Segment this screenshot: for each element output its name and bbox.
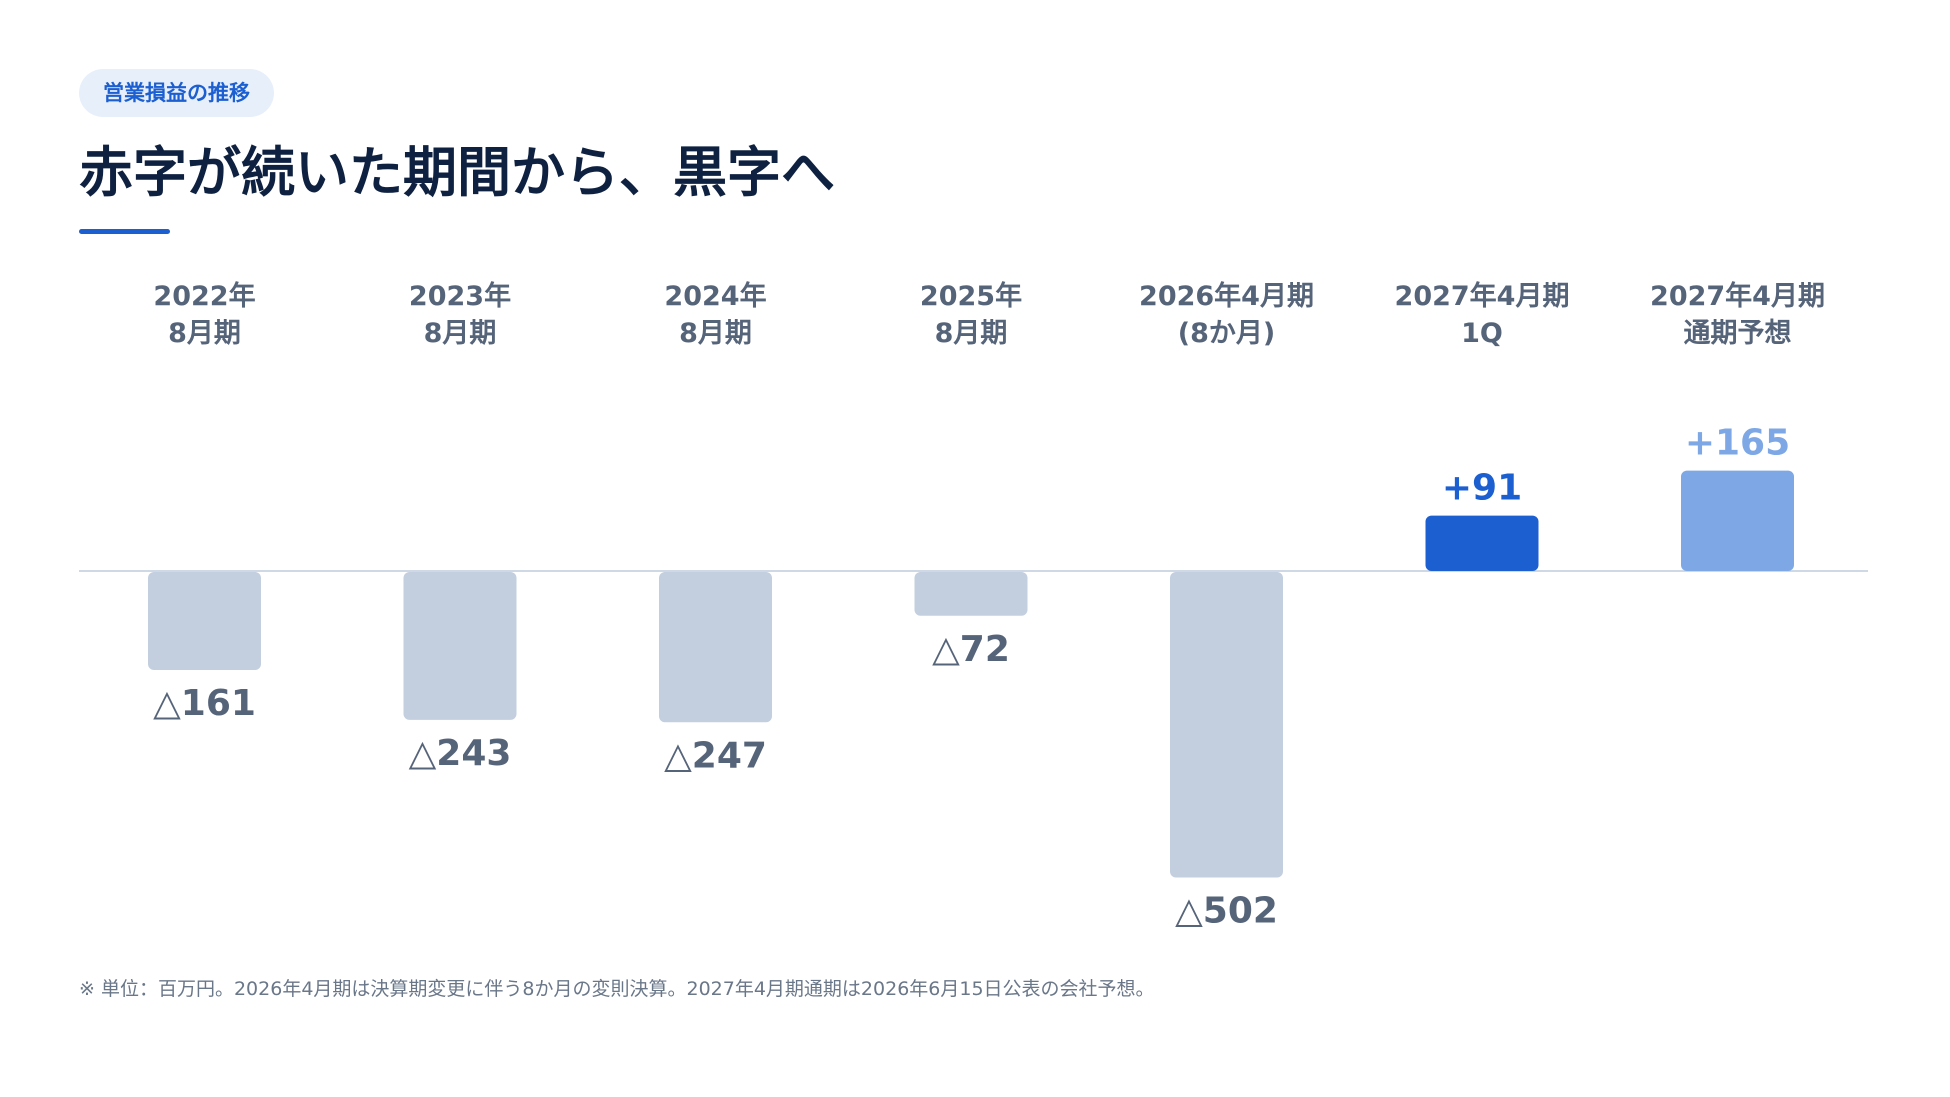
bar (148, 572, 261, 670)
bar (1681, 470, 1794, 571)
data-label: +91 (1442, 468, 1522, 509)
data-label: △72 (932, 629, 1010, 670)
bar (403, 572, 517, 720)
category-label: 2027年4月期 1Q (1395, 280, 1570, 349)
category-label: 2025年 8月期 (920, 280, 1022, 349)
section-badge: 営業損益の推移 (79, 69, 274, 117)
category-label: 2023年 8月期 (409, 280, 511, 349)
title-accent-line (79, 229, 170, 234)
page-title: 赤字が続いた期間から、黒字へ (79, 141, 835, 204)
footnote: ※ 単位：百万円。2026年4月期は決算期変更に伴う8か月の変則決算。2027年… (79, 978, 1155, 1000)
category-label: 2026年4月期(8か月) (1139, 280, 1314, 349)
bar (1425, 515, 1539, 571)
bar (914, 572, 1028, 616)
bar (659, 572, 772, 723)
data-label: △161 (153, 683, 256, 724)
data-label: +165 (1685, 423, 1790, 464)
data-label: △247 (664, 735, 767, 776)
category-label: 2027年4月期通期予想 (1650, 280, 1825, 349)
data-label: △243 (409, 733, 512, 774)
category-label: 2022年 8月期 (153, 280, 255, 349)
data-label: △502 (1175, 890, 1278, 931)
bar (1170, 572, 1283, 878)
category-label: 2024年 8月期 (664, 280, 766, 349)
